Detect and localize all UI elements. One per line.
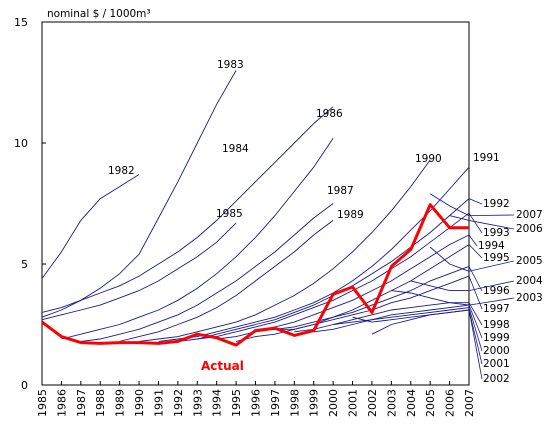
series-label-2005: 2005 [516, 255, 543, 267]
x-tick-label: 1990 [133, 389, 146, 417]
x-tick-label: 2007 [463, 389, 476, 417]
series-label-1992: 1992 [483, 198, 510, 210]
leader-line-2000 [468, 307, 483, 352]
x-tick-label: 1999 [308, 389, 321, 417]
x-tick-label: 1997 [269, 389, 282, 417]
series-label-2004: 2004 [516, 275, 543, 287]
leader-line-2007 [468, 214, 515, 216]
x-tick-label: 1987 [75, 389, 88, 417]
x-tick-label: 1989 [114, 389, 127, 417]
y-tick-label: 10 [14, 137, 28, 150]
forecast-line-1982 [41, 174, 140, 279]
forecast-line-1991 [158, 166, 470, 342]
actual-line [41, 203, 469, 347]
forecast-lines [41, 70, 470, 342]
series-label-1983: 1983 [217, 59, 244, 71]
series-label-1991: 1991 [473, 152, 500, 164]
leader-line-2005 [468, 260, 515, 272]
series-label-2000: 2000 [483, 345, 510, 357]
forecast-line-2004 [410, 280, 469, 292]
leader-line-2002 [468, 309, 483, 380]
forecast-line-2003 [391, 290, 470, 306]
series-label-1984: 1984 [222, 143, 249, 155]
leader-line-1998 [468, 302, 483, 326]
series-label-2002: 2002 [483, 373, 510, 385]
axes: 0 5 10 15 1985 1986 1987 1988 1989 1990 1991 1992 19… [14, 16, 476, 417]
x-tick-label: 1992 [172, 389, 185, 417]
series-label-1997: 1997 [483, 303, 510, 315]
series-label-1982: 1982 [108, 165, 135, 177]
series-label-1990: 1990 [415, 153, 442, 165]
forecast-line-2000 [333, 307, 470, 325]
series-label-1993: 1993 [483, 227, 510, 239]
x-tick-label: 2005 [424, 389, 437, 417]
forecast-line-1997 [274, 275, 470, 330]
leader-line-1999 [468, 304, 483, 339]
x-tick-label: 2000 [327, 389, 340, 417]
forecast-line-1983 [41, 70, 237, 318]
leader-line-2003 [468, 297, 515, 306]
forecast-line-1984 [41, 106, 334, 313]
forecast-line-1993 [197, 212, 470, 340]
series-label-2007: 2007 [516, 209, 543, 221]
y-axis-unit-label: nominal $ / 1000m³ [47, 8, 151, 20]
forecast-line-1995 [235, 244, 470, 342]
series-label-1996: 1996 [483, 285, 510, 297]
actual-series-label: Actual [201, 359, 244, 373]
x-tick-label: 2003 [385, 389, 398, 417]
labels: nominal $ / 1000m³ 1982 1983 1984 1985 1986 19… [47, 8, 543, 385]
x-tick-label: 1986 [55, 389, 68, 417]
forecast-line-2006 [449, 215, 470, 221]
x-tick-label: 2006 [444, 389, 457, 417]
x-tick-label: 2001 [347, 389, 360, 417]
forecast-line-1985 [41, 222, 237, 321]
series-label-1989: 1989 [337, 209, 364, 221]
x-tick-label: 1993 [191, 389, 204, 417]
forecast-line-1986 [61, 137, 334, 340]
leader-line-1993 [468, 212, 483, 234]
series-label-2003: 2003 [516, 292, 543, 304]
x-tick-label: 1998 [288, 389, 301, 417]
forecast-line-1999 [313, 304, 470, 333]
leader-line-2001 [468, 309, 483, 365]
forecast-line-1990 [138, 159, 431, 342]
y-tick-label: 0 [21, 379, 28, 392]
forecast-line-2005 [429, 246, 470, 272]
leader-line-1994 [468, 234, 478, 247]
series-label-1999: 1999 [483, 332, 510, 344]
series-label-1987: 1987 [327, 185, 354, 197]
leader-line-1992 [468, 198, 483, 205]
forecast-line-2007 [429, 193, 470, 217]
x-tick-label: 1995 [230, 389, 243, 417]
series-label-2001: 2001 [483, 358, 510, 370]
series-label-1986: 1986 [316, 108, 343, 120]
series-label-1994: 1994 [478, 240, 505, 252]
series-label-2006: 2006 [516, 223, 543, 235]
series-label-1995: 1995 [483, 252, 510, 264]
leader-line-2006 [468, 220, 515, 230]
leader-line-2004 [468, 280, 515, 292]
y-tick-label: 15 [14, 16, 28, 29]
leader-line-1995 [468, 244, 483, 259]
forecast-line-1998 [294, 302, 469, 333]
actual-line-group [41, 203, 469, 347]
x-tick-label: 1991 [152, 389, 165, 417]
forecast-line-1992 [177, 198, 470, 342]
series-label-1985: 1985 [216, 208, 243, 220]
forecast-line-1989 [119, 220, 334, 342]
x-tick-label: 1988 [94, 389, 107, 417]
series-label-1998: 1998 [483, 319, 510, 331]
x-tick-label: 2004 [405, 389, 418, 417]
y-tick-label: 5 [21, 258, 28, 271]
x-tick-label: 2002 [366, 389, 379, 417]
x-tick-label: 1994 [211, 389, 224, 417]
x-tick-label: 1996 [250, 389, 263, 417]
forecast-line-1987 [80, 203, 334, 342]
forecast-line-1996 [255, 265, 470, 333]
forecast-line-2002 [371, 309, 470, 335]
x-tick-label: 1985 [36, 389, 49, 417]
